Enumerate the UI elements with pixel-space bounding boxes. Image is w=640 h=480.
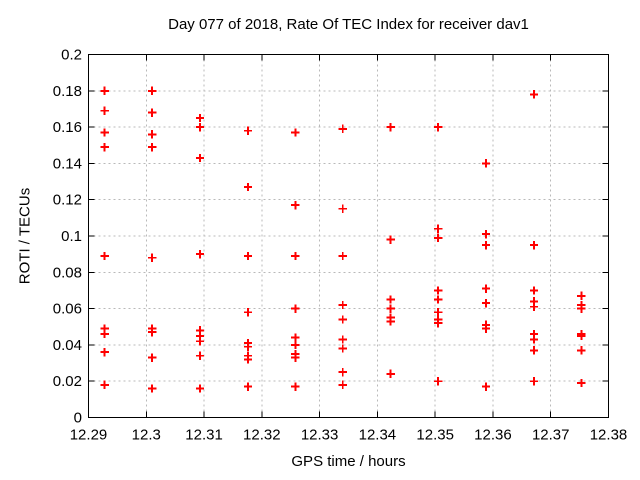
gridlines bbox=[88, 54, 609, 418]
x-axis-title: GPS time / hours bbox=[291, 453, 406, 470]
svg-text:12.37: 12.37 bbox=[532, 427, 570, 444]
svg-text:12.33: 12.33 bbox=[301, 427, 339, 444]
svg-text:0.02: 0.02 bbox=[53, 373, 82, 390]
x-tick-labels: 12.29 12.3 12.31 12.32 12.33 12.34 12.35 12.36 1… bbox=[70, 427, 628, 444]
svg-text:0.2: 0.2 bbox=[61, 47, 82, 64]
svg-text:12.35: 12.35 bbox=[416, 427, 454, 444]
y-tick-labels: 0 0.02 0.04 0.06 0.08 0.1 0.12 0.14 0.16 0.18 0.2 bbox=[53, 47, 82, 427]
svg-text:12.3: 12.3 bbox=[132, 427, 161, 444]
svg-text:12.38: 12.38 bbox=[590, 427, 628, 444]
svg-text:12.32: 12.32 bbox=[243, 427, 281, 444]
svg-text:12.34: 12.34 bbox=[359, 427, 397, 444]
svg-text:0: 0 bbox=[74, 410, 82, 427]
svg-text:0.12: 0.12 bbox=[53, 192, 82, 209]
data-points bbox=[100, 86, 586, 393]
svg-text:12.36: 12.36 bbox=[474, 427, 512, 444]
chart-title: Day 077 of 2018, Rate Of TEC Index for r… bbox=[168, 16, 529, 33]
svg-text:0.18: 0.18 bbox=[53, 83, 82, 100]
axis-ticks bbox=[88, 54, 609, 418]
svg-text:0.1: 0.1 bbox=[61, 228, 82, 245]
svg-text:12.31: 12.31 bbox=[185, 427, 223, 444]
svg-text:0.14: 0.14 bbox=[53, 155, 82, 172]
svg-text:0.06: 0.06 bbox=[53, 301, 82, 318]
svg-text:12.29: 12.29 bbox=[70, 427, 108, 444]
svg-text:0.16: 0.16 bbox=[53, 119, 82, 136]
svg-text:0.04: 0.04 bbox=[53, 337, 82, 354]
svg-text:0.08: 0.08 bbox=[53, 264, 82, 281]
